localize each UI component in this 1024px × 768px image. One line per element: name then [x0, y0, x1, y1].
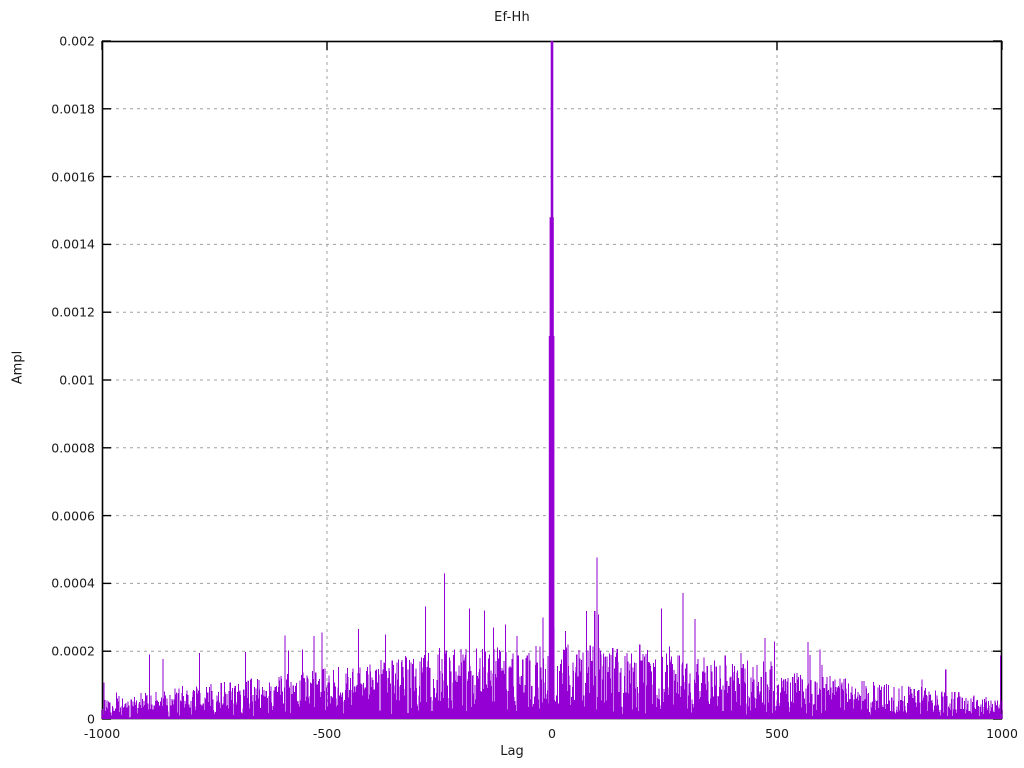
y-tick-label: 0.0008 [51, 440, 95, 456]
x-tick-label: 500 [765, 726, 789, 741]
x-axis-tick-labels: -1000 -500 0 500 1000 [0, 726, 1024, 748]
y-tick-label: 0.002 [59, 33, 95, 49]
x-tick-label: 0 [548, 726, 556, 741]
y-tick-label: 0.0018 [51, 101, 95, 117]
y-axis-tick-labels: 0 0.0002 0.0004 0.0006 0.0008 0.001 0.0012 0.00… [0, 0, 95, 768]
central-peak-shoulder-lower [548, 335, 555, 719]
y-tick-label: 0.0012 [51, 304, 95, 320]
y-tick-label: 0.0004 [51, 575, 95, 591]
impulse-lines [101, 41, 1003, 719]
data-series-impulses [101, 41, 1003, 719]
y-tick-label: 0.0002 [51, 643, 95, 659]
y-tick-label: 0 [87, 711, 95, 727]
x-tick-label: -500 [312, 726, 342, 741]
x-axis-label: Lag [500, 744, 524, 759]
y-tick-label: 0.001 [59, 372, 95, 388]
y-tick-label: 0.0014 [51, 236, 95, 252]
chart-title: Ef-Hh [494, 10, 530, 25]
x-tick-label: 1000 [986, 726, 1018, 741]
y-tick-label: 0.0016 [51, 169, 95, 185]
x-tick-label: -1000 [83, 726, 121, 741]
y-tick-label: 0.0006 [51, 508, 95, 524]
